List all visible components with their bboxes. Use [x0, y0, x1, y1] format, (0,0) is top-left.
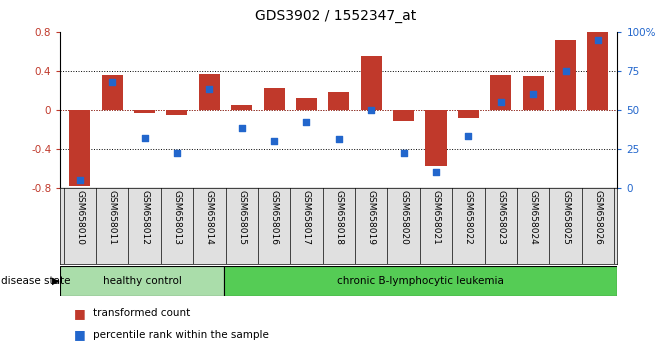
- Point: [236, 126, 247, 131]
- Text: GSM658023: GSM658023: [497, 190, 505, 245]
- Point: [268, 138, 279, 144]
- Text: GSM658010: GSM658010: [75, 190, 85, 245]
- Bar: [102, 75, 123, 110]
- Point: [172, 150, 183, 156]
- Bar: [587, 32, 609, 110]
- Text: ▶: ▶: [52, 275, 60, 286]
- Text: chronic B-lymphocytic leukemia: chronic B-lymphocytic leukemia: [338, 275, 504, 286]
- Text: GSM658019: GSM658019: [367, 190, 376, 245]
- Bar: [328, 92, 350, 110]
- Text: GSM658018: GSM658018: [334, 190, 344, 245]
- Point: [366, 107, 376, 113]
- Text: GSM658014: GSM658014: [205, 190, 214, 245]
- Text: transformed count: transformed count: [93, 308, 190, 318]
- Text: GSM658015: GSM658015: [238, 190, 246, 245]
- Bar: [199, 74, 220, 110]
- Text: GSM658020: GSM658020: [399, 190, 408, 245]
- Point: [204, 87, 215, 92]
- Text: disease state: disease state: [1, 275, 71, 286]
- Bar: [224, 266, 617, 296]
- Text: GSM658021: GSM658021: [431, 190, 440, 245]
- Bar: [264, 88, 285, 110]
- Point: [139, 135, 150, 141]
- Bar: [296, 98, 317, 110]
- Text: GSM658012: GSM658012: [140, 190, 149, 245]
- Point: [333, 137, 344, 142]
- Text: GDS3902 / 1552347_at: GDS3902 / 1552347_at: [255, 9, 416, 23]
- Point: [431, 169, 442, 175]
- Bar: [393, 110, 414, 121]
- Bar: [134, 110, 155, 113]
- Text: GSM658017: GSM658017: [302, 190, 311, 245]
- Text: GSM658016: GSM658016: [270, 190, 278, 245]
- Point: [399, 150, 409, 156]
- Text: GSM658011: GSM658011: [108, 190, 117, 245]
- Text: ■: ■: [74, 328, 86, 341]
- Text: GSM658013: GSM658013: [172, 190, 181, 245]
- Text: percentile rank within the sample: percentile rank within the sample: [93, 330, 268, 339]
- Text: GSM658024: GSM658024: [529, 190, 537, 245]
- Point: [107, 79, 117, 85]
- Text: GSM658026: GSM658026: [593, 190, 603, 245]
- Point: [463, 133, 474, 139]
- Bar: [166, 110, 187, 115]
- Bar: [425, 110, 446, 166]
- Text: GSM658025: GSM658025: [561, 190, 570, 245]
- Point: [74, 177, 85, 183]
- Text: GSM658022: GSM658022: [464, 190, 473, 245]
- Point: [592, 37, 603, 42]
- Bar: [361, 56, 382, 110]
- Bar: [491, 75, 511, 110]
- Bar: [555, 40, 576, 110]
- Bar: [60, 266, 224, 296]
- Point: [495, 99, 506, 105]
- Point: [528, 91, 539, 97]
- Bar: [69, 110, 91, 185]
- Bar: [458, 110, 479, 118]
- Bar: [523, 76, 544, 110]
- Text: ■: ■: [74, 307, 86, 320]
- Point: [301, 119, 312, 125]
- Text: healthy control: healthy control: [103, 275, 182, 286]
- Bar: [231, 105, 252, 110]
- Point: [560, 68, 571, 74]
